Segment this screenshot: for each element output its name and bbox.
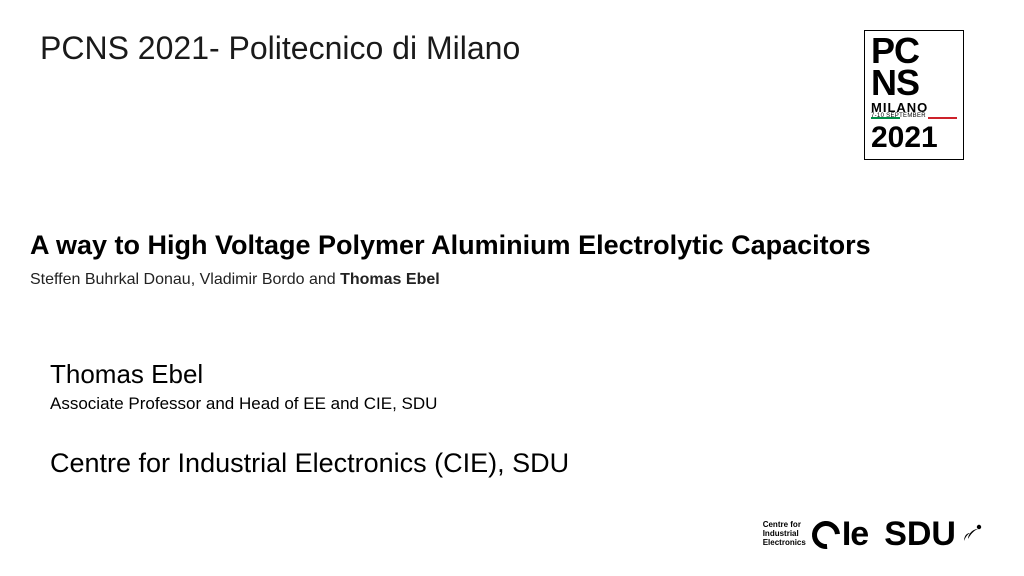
sdu-logo: SDU [884,515,984,554]
presenter-name: Thomas Ebel [50,359,984,390]
authors: Steffen Buhrkal Donau, Vladimir Bordo an… [30,271,984,289]
conference-title: PCNS 2021- Politecnico di Milano [40,30,520,67]
logo-stripe [871,117,957,119]
logo-line-2: NS [871,67,957,99]
cie-label: Centre for Industrial Electronics [763,521,806,547]
footer-logos: Centre for Industrial Electronics Ie SDU [763,515,984,554]
sdu-leaf-icon [960,515,984,554]
logo-year: 2021 [871,123,957,153]
authors-prefix: Steffen Buhrkal Donau, Vladimir Bordo an… [30,271,340,288]
cie-c-icon [806,515,845,554]
authors-bold: Thomas Ebel [340,271,440,288]
cie-logo: Centre for Industrial Electronics Ie [763,515,869,554]
cie-wordmark: Ie [812,515,868,554]
sdu-wordmark: SDU [884,515,956,554]
presenter-role: Associate Professor and Head of EE and C… [50,394,984,414]
talk-title: A way to High Voltage Polymer Aluminium … [30,230,984,261]
cie-label-line3: Electronics [763,539,806,548]
affiliation: Centre for Industrial Electronics (CIE),… [50,448,984,479]
cie-ie: Ie [842,515,868,554]
pcns-logo: PC NS MILANO 7-10 SEPTEMBER 2021 [864,30,964,160]
